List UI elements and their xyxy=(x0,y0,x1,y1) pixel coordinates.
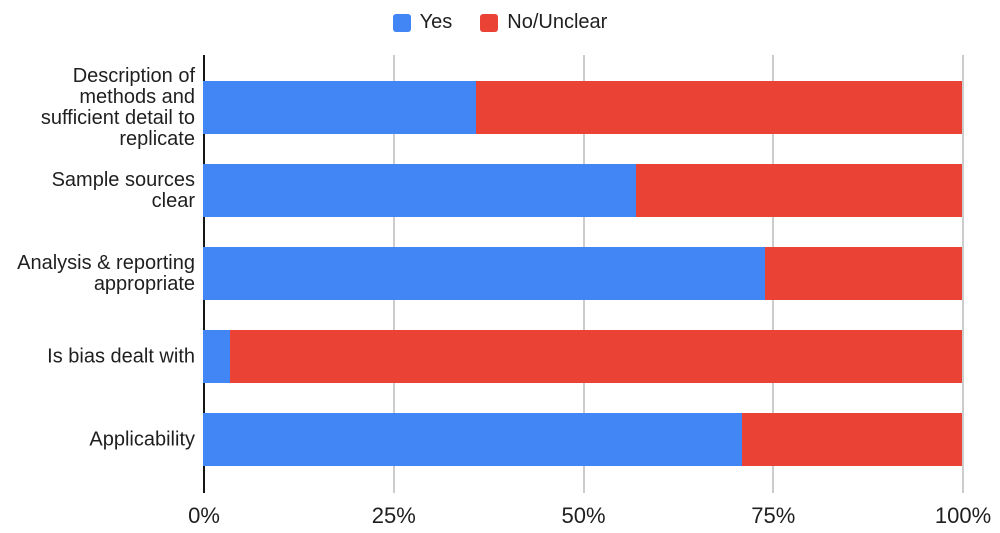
stacked-bar xyxy=(203,247,962,300)
x-tick-label: 0% xyxy=(188,503,220,528)
legend-item-no-unclear: No/Unclear xyxy=(480,11,607,34)
bar-segment-yes xyxy=(203,413,742,466)
stacked-bar xyxy=(203,413,962,466)
bar-segment-no-unclear xyxy=(476,81,962,134)
bar-segment-no-unclear xyxy=(741,413,962,466)
x-tick-label: 50% xyxy=(561,503,606,528)
legend-swatch-yes xyxy=(392,13,411,32)
legend-label-no-unclear: No/Unclear xyxy=(507,11,608,33)
legend-item-yes: Yes xyxy=(392,11,453,34)
stacked-bar xyxy=(203,164,962,217)
bar-segment-yes xyxy=(203,330,230,383)
stacked-bar xyxy=(203,330,962,383)
x-tick-label: 100% xyxy=(934,503,992,528)
bar-segment-yes xyxy=(203,81,477,134)
bar-segment-yes xyxy=(203,247,765,300)
category-label: Sample sources clear xyxy=(51,168,195,212)
category-label: Applicability xyxy=(89,428,195,450)
bar-segment-no-unclear xyxy=(229,330,962,383)
chart-legend: Yes No/Unclear xyxy=(0,11,1000,34)
category-label: Description of methods and sufficient de… xyxy=(40,64,195,150)
gridline-100 xyxy=(962,55,964,493)
x-tick-label: 25% xyxy=(371,503,416,528)
category-label: Analysis & reporting appropriate xyxy=(17,251,195,295)
bar-segment-no-unclear xyxy=(764,247,962,300)
legend-swatch-no-unclear xyxy=(480,13,499,32)
x-tick-label: 75% xyxy=(751,503,796,528)
bar-segment-yes xyxy=(203,164,636,217)
category-label: Is bias dealt with xyxy=(47,345,195,367)
legend-label-yes: Yes xyxy=(419,11,453,33)
bar-segment-no-unclear xyxy=(635,164,962,217)
stacked-bar xyxy=(203,81,962,134)
